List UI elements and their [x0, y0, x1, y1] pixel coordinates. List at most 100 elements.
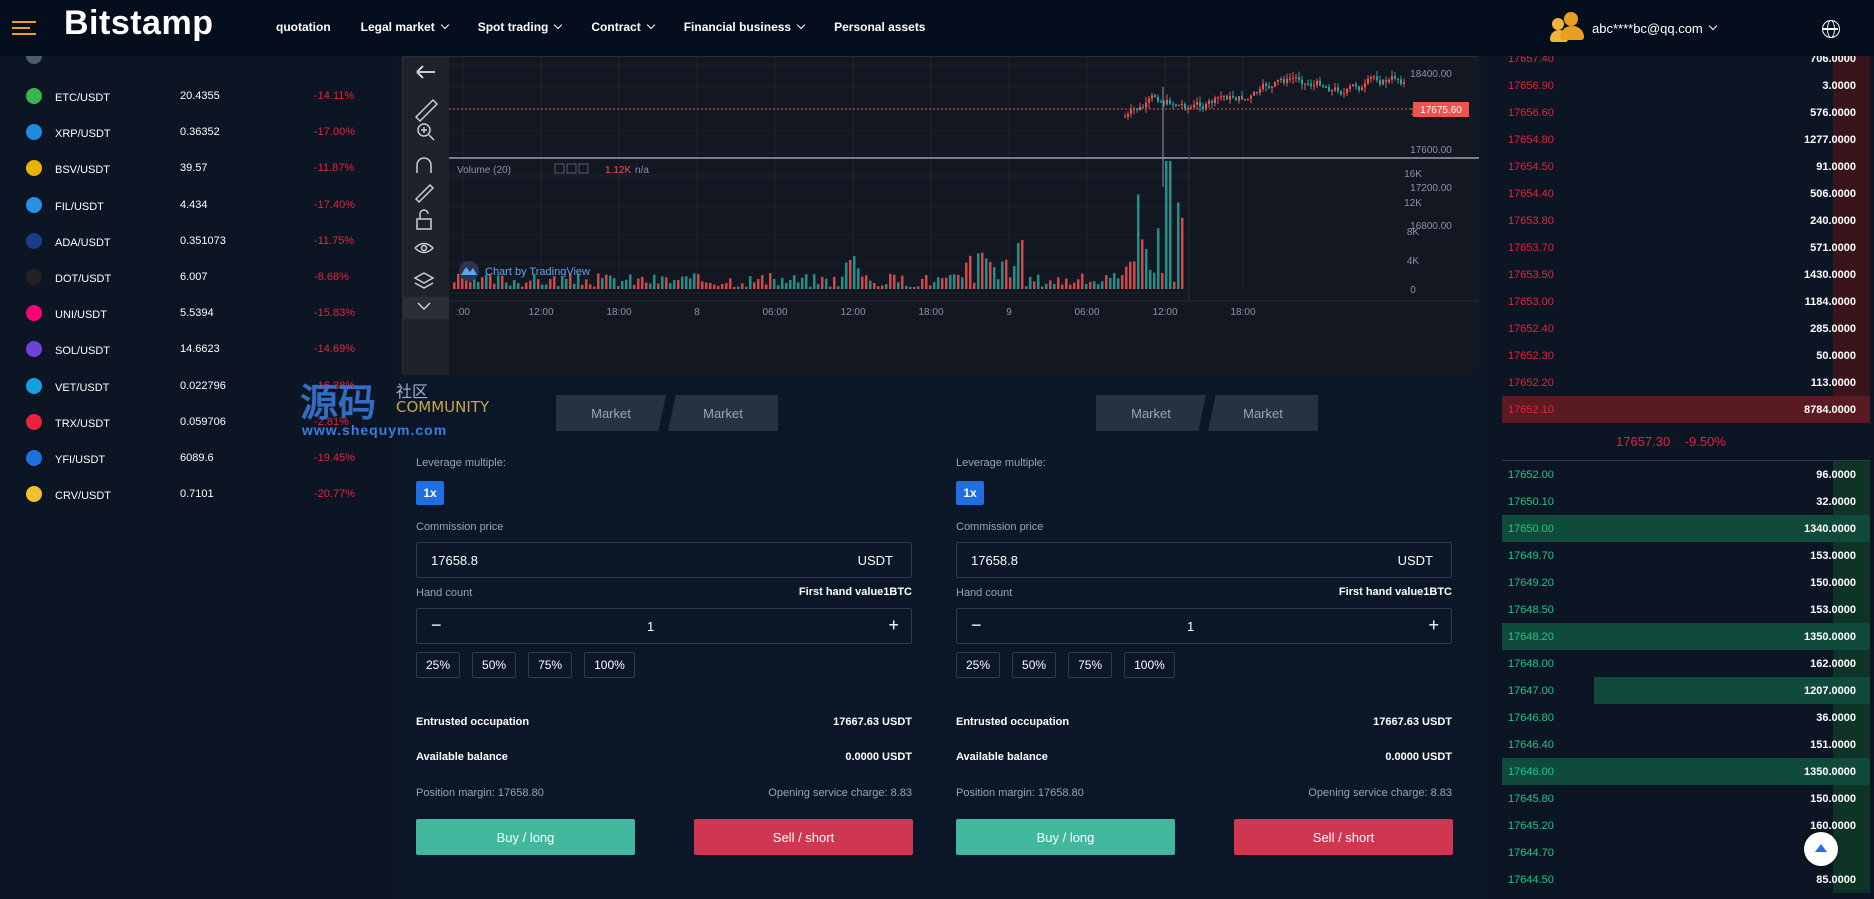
ask-row[interactable]: 17652.40 285.0000	[1502, 315, 1870, 342]
nav-item-spot-trading[interactable]: Spot trading	[478, 20, 563, 34]
bid-row[interactable]: 17650.00 1340.0000	[1502, 515, 1870, 542]
market-row[interactable]: VET/USDT 0.022796 -16.38%	[0, 368, 394, 404]
market-row[interactable]: ETC/USDT 20.4355 -14.11%	[0, 78, 394, 114]
market-pair: CRV/USDT	[55, 490, 112, 503]
market-price: 20.4355	[180, 90, 220, 102]
commission-price-input[interactable]: 17658.8 USDT	[416, 542, 912, 578]
nav-item-financial-business[interactable]: Financial business	[684, 20, 806, 34]
bid-row[interactable]: 17646.80 36.0000	[1502, 704, 1870, 731]
hand-count-stepper[interactable]: − 1 +	[956, 608, 1452, 644]
ask-row[interactable]: 17654.80 1277.0000	[1502, 126, 1870, 153]
bid-row[interactable]: 17644.50 85.0000	[1502, 866, 1870, 893]
market-row[interactable]: CRV/USDT 0.7101 -20.77%	[0, 476, 394, 512]
bid-price: 17646.40	[1508, 739, 1554, 751]
tab-market[interactable]: Market	[556, 395, 666, 431]
market-row[interactable]: SOL/USDT 14.6623 -14.69%	[0, 331, 394, 367]
ask-row[interactable]: 17653.70 571.0000	[1502, 234, 1870, 261]
volume-bar	[965, 262, 968, 289]
market-row[interactable]: FIL/USDT 4.434 -17.40%	[0, 187, 394, 223]
entrusted-occupation: Entrusted occupation 17667.63 USDT	[956, 716, 1452, 728]
candle	[1265, 81, 1267, 92]
market-row[interactable]: TRX/USDT 0.059706 -2.81%	[0, 404, 394, 440]
increment-button[interactable]: +	[888, 615, 899, 635]
volume-bar	[929, 285, 932, 289]
percent-button[interactable]: 75%	[1068, 652, 1113, 678]
increment-button[interactable]: +	[1428, 615, 1439, 635]
globe-icon[interactable]	[1822, 20, 1840, 38]
bid-row[interactable]: 17645.80 150.0000	[1502, 785, 1870, 812]
nav-item-quotation[interactable]: quotation	[276, 20, 331, 34]
market-row[interactable]: UNI/USDT 5.5394 -15.83%	[0, 295, 394, 331]
decrement-button[interactable]: −	[971, 615, 982, 635]
ask-row[interactable]: 17652.30 50.0000	[1502, 342, 1870, 369]
ask-row[interactable]: 17654.40 506.0000	[1502, 180, 1870, 207]
ask-row[interactable]: 17656.90 3.0000	[1502, 72, 1870, 99]
bid-row[interactable]: 17647.00 1207.0000	[1502, 677, 1870, 704]
bid-row[interactable]: 17645.20 160.0000	[1502, 812, 1870, 839]
bid-price: 17649.20	[1508, 577, 1554, 589]
bid-price: 17646.80	[1508, 712, 1554, 724]
candle	[1355, 81, 1357, 90]
candlestick-chart[interactable]: 18400.0018000.0017600.0017200.0016800.00…	[403, 57, 1479, 375]
ask-row[interactable]: 17652.10 8784.0000	[1502, 396, 1870, 423]
tradingview-chart[interactable]: 18400.0018000.0017600.0017200.0016800.00…	[402, 56, 1479, 375]
percent-button[interactable]: 75%	[528, 652, 573, 678]
percent-button[interactable]: 50%	[472, 652, 517, 678]
ask-row[interactable]: 17656.60 576.0000	[1502, 99, 1870, 126]
buy-long-button[interactable]: Buy / long	[416, 819, 635, 855]
tab-market[interactable]: Market	[668, 395, 778, 431]
bid-row[interactable]: 17649.20 150.0000	[1502, 569, 1870, 596]
ask-row[interactable]: 17654.50 91.0000	[1502, 153, 1870, 180]
depth-bar	[1833, 261, 1870, 288]
bid-row[interactable]: 17648.20 1350.0000	[1502, 623, 1870, 650]
logo[interactable]: Bitstamp	[64, 4, 214, 42]
user-menu[interactable]: abc****bc@qq.com	[1550, 12, 1718, 44]
nav-item-personal-assets[interactable]: Personal assets	[834, 20, 925, 34]
tab-market[interactable]: Market	[1096, 395, 1206, 431]
market-row[interactable]: XRP/USDT 0.36352 -17.00%	[0, 114, 394, 150]
market-list: ETC/USDT 20.4355 -14.11% XRP/USDT 0.36352 -17…	[0, 48, 394, 899]
sell-short-button[interactable]: Sell / short	[694, 819, 913, 855]
market-row[interactable]: ADA/USDT 0.351073 -11.75%	[0, 223, 394, 259]
bid-row[interactable]: 17652.00 96.0000	[1502, 461, 1870, 488]
leverage-button[interactable]: 1x	[956, 481, 984, 505]
market-row[interactable]: BSV/USDT 39.57 -11.87%	[0, 150, 394, 186]
ask-row[interactable]: 17652.20 113.0000	[1502, 369, 1870, 396]
bid-row[interactable]: 17646.40 151.0000	[1502, 731, 1870, 758]
percent-button[interactable]: 100%	[584, 652, 635, 678]
scroll-to-top-button[interactable]	[1804, 832, 1838, 866]
ask-row[interactable]: 17653.80 240.0000	[1502, 207, 1870, 234]
bid-row[interactable]: 17649.70 153.0000	[1502, 542, 1870, 569]
nav-item-contract[interactable]: Contract	[591, 20, 655, 34]
bid-row[interactable]: 17648.50 153.0000	[1502, 596, 1870, 623]
market-row[interactable]: DOT/USDT 6.007 -8.68%	[0, 259, 394, 295]
ask-row[interactable]: 17653.50 1430.0000	[1502, 261, 1870, 288]
market-row[interactable]: YFI/USDT 6089.6 -19.45%	[0, 440, 394, 476]
percent-button[interactable]: 25%	[956, 652, 1001, 678]
tab-market[interactable]: Market	[1208, 395, 1318, 431]
volume-bar	[465, 273, 468, 289]
volume-bar	[1005, 259, 1008, 289]
ask-row[interactable]: 17653.00 1184.0000	[1502, 288, 1870, 315]
leverage-button[interactable]: 1x	[416, 481, 444, 505]
bid-row[interactable]: 17650.10 32.0000	[1502, 488, 1870, 515]
volume-bar	[977, 253, 980, 289]
percent-button[interactable]: 100%	[1124, 652, 1175, 678]
decrement-button[interactable]: −	[431, 615, 442, 635]
commission-price-input[interactable]: 17658.8 USDT	[956, 542, 1452, 578]
unlock-icon	[416, 209, 432, 230]
menu-icon[interactable]	[12, 21, 36, 35]
ask-amount: 50.0000	[1816, 350, 1856, 362]
volume-bar	[481, 277, 484, 289]
volume-bar	[1101, 281, 1104, 289]
bid-row[interactable]: 17646.00 1350.0000	[1502, 758, 1870, 785]
sell-short-button[interactable]: Sell / short	[1234, 819, 1453, 855]
percent-button[interactable]: 50%	[1012, 652, 1057, 678]
bid-row[interactable]: 17648.00 162.0000	[1502, 650, 1870, 677]
hand-count-stepper[interactable]: − 1 +	[416, 608, 912, 644]
buy-long-button[interactable]: Buy / long	[956, 819, 1175, 855]
nav-item-legal-market[interactable]: Legal market	[361, 20, 449, 34]
bid-row[interactable]: 17644.70	[1502, 839, 1870, 866]
candle	[1145, 97, 1147, 114]
percent-button[interactable]: 25%	[416, 652, 461, 678]
